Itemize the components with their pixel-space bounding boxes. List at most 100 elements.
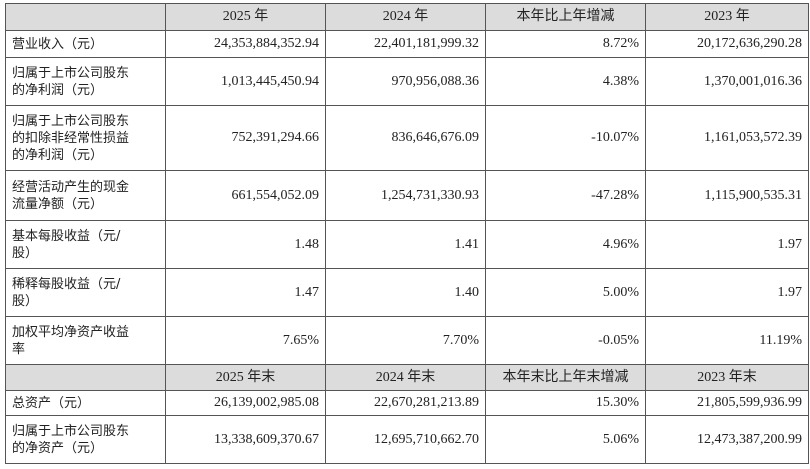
value-cell: 22,401,181,999.32 [325, 30, 486, 58]
cell-text: 1,161,053,572.39 [704, 130, 802, 145]
value-cell: 1.41 [325, 220, 486, 269]
row-label: 稀释每股收益（元/股） [5, 268, 166, 317]
value-cell: 1.47 [165, 268, 326, 317]
value-cell: 661,554,052.09 [165, 170, 326, 221]
value-cell: 15.30% [485, 390, 646, 416]
cell-text: 的扣除非经常性损益 [12, 130, 130, 146]
header-cell: 2024 年末 [325, 364, 486, 391]
cell-text: 8.72% [602, 36, 639, 51]
value-cell: 20,172,636,290.28 [645, 30, 809, 58]
cell-text: 稀释每股收益（元/ [12, 276, 121, 292]
header-row: 2025 年末 2024 年末 本年末比上年末增减 2023 年末 [5, 364, 809, 391]
value-cell: -10.07% [485, 105, 646, 171]
data-row: 经营活动产生的现金 流量净额（元） 661,554,052.09 1,254,731,… [5, 170, 809, 221]
header-row: 2025 年 2024 年 本年比上年增减 2023 年 [5, 3, 809, 31]
value-cell: 970,956,088.36 [325, 57, 486, 106]
value-cell: 7.65% [165, 316, 326, 365]
cell-text: 13,338,609,370.67 [214, 431, 319, 447]
cell-text: 5.06% [602, 431, 639, 447]
cell-text: 归属于上市公司股东 [12, 423, 130, 439]
header-cell [5, 3, 166, 31]
cell-text: 21,805,599,936.99 [697, 395, 802, 410]
cell-text: 1.47 [294, 284, 320, 300]
row-label: 归属于上市公司股东 的净资产（元） [5, 415, 166, 464]
cell-text: 归属于上市公司股东 [12, 65, 130, 81]
cell-text: 26,139,002,985.08 [214, 395, 319, 410]
header-cell: 本年比上年增减 [485, 3, 646, 31]
cell-text: 4.96% [602, 236, 639, 252]
cell-text: 本年比上年增减 [516, 9, 615, 24]
cell-text: 总资产（元） [12, 395, 91, 411]
row-label: 归属于上市公司股东 的扣除非经常性损益 的净利润（元） [5, 105, 166, 171]
cell-text: 1,013,445,450.94 [221, 73, 319, 89]
data-row: 加权平均净资产收益率 7.65% 7.70% -0.05% 11.19% [5, 316, 809, 365]
cell-text: 12,695,710,662.70 [374, 431, 479, 447]
cell-text: 5.00% [602, 284, 639, 300]
value-cell: 11.19% [645, 316, 809, 365]
cell-text: 2024 年末 [375, 369, 436, 385]
cell-text: 20,172,636,290.28 [697, 36, 802, 51]
cell-text: 的净利润（元） [12, 147, 104, 163]
value-cell: 836,646,676.09 [325, 105, 486, 171]
header-cell: 2025 年末 [165, 364, 326, 391]
value-cell: 24,353,884,352.94 [165, 30, 326, 58]
cell-text: 股） [12, 245, 39, 261]
cell-text: -47.28% [591, 187, 639, 203]
cell-text: 24,353,884,352.94 [214, 36, 319, 51]
cell-text: 15.30% [595, 395, 639, 410]
value-cell: 1.97 [645, 220, 809, 269]
cell-text: 流量净额（元） [12, 196, 104, 212]
value-cell: 752,391,294.66 [165, 105, 326, 171]
cell-text: 股） [12, 293, 39, 309]
row-label: 经营活动产生的现金 流量净额（元） [5, 170, 166, 221]
value-cell: 4.38% [485, 57, 646, 106]
value-cell: 22,670,281,213.89 [325, 390, 486, 416]
cell-text: 1.97 [777, 284, 803, 300]
header-cell: 本年末比上年末增减 [485, 364, 646, 391]
row-label: 加权平均净资产收益率 [5, 316, 166, 365]
value-cell: 5.00% [485, 268, 646, 317]
value-cell: 5.06% [485, 415, 646, 464]
cell-text: 的净资产（元） [12, 440, 104, 456]
cell-text: 本年末比上年末增减 [502, 369, 629, 385]
cell-text: 11.19% [759, 332, 802, 348]
cell-text: 2025 年末 [215, 369, 276, 385]
data-row: 营业收入（元） 24,353,884,352.94 22,401,181,999.3… [5, 30, 809, 58]
cell-text: 1,370,001,016.36 [704, 73, 802, 89]
value-cell: -47.28% [485, 170, 646, 221]
cell-text: 1,115,900,535.31 [704, 187, 802, 203]
value-cell: 1.48 [165, 220, 326, 269]
row-label: 归属于上市公司股东 的净利润（元） [5, 57, 166, 106]
value-cell: 12,473,387,200.99 [645, 415, 809, 464]
value-cell: 26,139,002,985.08 [165, 390, 326, 416]
table-body: 2025 年 2024 年 本年比上年增减 2023 年营业收入（元） 24,353,8… [5, 3, 809, 464]
header-cell: 2023 年 [645, 3, 809, 31]
cell-text: 12,473,387,200.99 [697, 431, 802, 447]
data-row: 归属于上市公司股东 的净资产（元） 13,338,609,370.67 12,695,… [5, 415, 809, 464]
cell-text: 归属于上市公司股东 [12, 113, 130, 129]
cell-text: 661,554,052.09 [231, 187, 320, 203]
data-row: 稀释每股收益（元/股） 1.47 1.40 5.00% 1.97 [5, 268, 809, 317]
cell-text: 22,670,281,213.89 [374, 395, 479, 410]
data-row: 总资产（元） 26,139,002,985.08 22,670,281,213.89… [5, 390, 809, 416]
cell-text: 7.65% [282, 332, 319, 348]
cell-text: 加权平均净资产收益 [12, 324, 130, 340]
cell-text: -10.07% [591, 130, 639, 145]
data-row: 基本每股收益（元/股） 1.48 1.41 4.96% 1.97 [5, 220, 809, 269]
cell-text: 4.38% [602, 73, 639, 89]
cell-text: 1,254,731,330.93 [381, 187, 479, 203]
cell-text: 1.48 [294, 236, 320, 252]
cell-text: 2023 年 [704, 9, 750, 24]
value-cell: 1.97 [645, 268, 809, 317]
cell-text: 836,646,676.09 [391, 130, 480, 145]
header-cell: 2025 年 [165, 3, 326, 31]
value-cell: 4.96% [485, 220, 646, 269]
value-cell: 7.70% [325, 316, 486, 365]
cell-text: -0.05% [598, 332, 639, 348]
row-label: 基本每股收益（元/股） [5, 220, 166, 269]
data-row: 归属于上市公司股东 的净利润（元） 1,013,445,450.94 970,956,… [5, 57, 809, 106]
header-cell [5, 364, 166, 391]
cell-text: 经营活动产生的现金 [12, 179, 130, 195]
value-cell: 12,695,710,662.70 [325, 415, 486, 464]
